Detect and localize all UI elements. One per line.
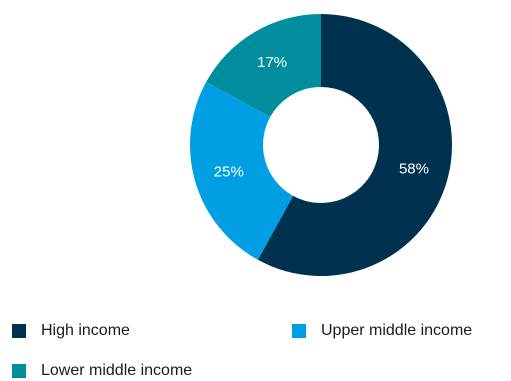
value-label-upper-middle-income: 25%	[214, 163, 244, 180]
legend-item-high-income: High income	[12, 322, 130, 340]
legend-label-lower-middle-income: Lower middle income	[41, 362, 193, 379]
legend-label-high-income: High income	[41, 322, 130, 339]
legend-swatch-lower-middle-income	[12, 364, 26, 378]
slice-lower-middle-income	[206, 13, 321, 118]
slice-upper-middle-income	[190, 81, 294, 260]
legend-item-lower-middle-income: Lower middle income	[12, 362, 192, 380]
slice-high-income	[257, 14, 452, 276]
donut-value-labels: 58% 25% 17%	[214, 54, 429, 180]
legend-swatch-high-income	[12, 324, 26, 338]
donut-slices	[190, 13, 452, 276]
legend-label-upper-middle-income: Upper middle income	[321, 322, 473, 339]
value-label-high-income: 58%	[399, 160, 429, 177]
legend-item-upper-middle-income: Upper middle income	[292, 322, 472, 340]
legend-swatch-upper-middle-income	[292, 324, 306, 338]
donut-chart: 58% 25% 17%	[190, 13, 452, 276]
value-label-lower-middle-income: 17%	[257, 54, 287, 71]
